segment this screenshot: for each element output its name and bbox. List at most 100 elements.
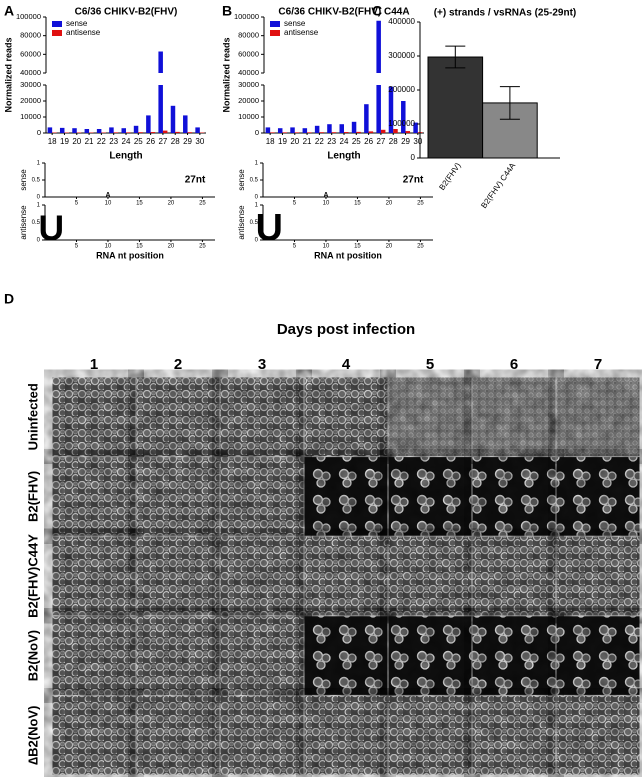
x-tick-label: 20 (168, 201, 175, 207)
panel-title: Days post infection (277, 321, 415, 338)
x-tick-label: 10 (105, 201, 112, 207)
y-tick-label: 100000 (388, 119, 415, 128)
x-tick-label: 20 (168, 244, 175, 250)
x-tick-label: 23 (109, 137, 118, 146)
bar (133, 125, 139, 133)
bar (72, 128, 77, 133)
y-tick-label: 0 (37, 238, 41, 244)
bar (195, 127, 200, 133)
bar (344, 132, 349, 133)
legend-swatch (52, 30, 62, 36)
panel-label: C (372, 3, 382, 19)
bar (380, 129, 386, 133)
micrograph-grain (388, 377, 472, 457)
micrograph-grain (136, 616, 220, 695)
y-tick-label: 60000 (238, 49, 259, 58)
bar (162, 130, 168, 133)
y-tick-label: 1 (255, 203, 259, 209)
micrograph-grain (304, 695, 388, 775)
x-tick-label: 19 (60, 137, 69, 146)
track-label: antisense (19, 205, 28, 240)
micrograph-grain (304, 377, 388, 457)
micrograph-grain (136, 457, 220, 536)
x-tick-label: B2(FHV) C44A (479, 161, 517, 210)
y-tick-label: 0.5 (32, 220, 41, 226)
bar (109, 127, 114, 133)
bar (126, 132, 131, 133)
x-tick-label: 28 (389, 137, 398, 146)
y-axis-label: Normalized reads (221, 37, 231, 112)
micrograph-grain (472, 457, 556, 536)
bar (138, 132, 143, 133)
bar (113, 132, 119, 133)
x-axis-label: RNA nt position (96, 250, 164, 260)
y-axis-label: Normalized reads (3, 37, 13, 112)
y-tick-label: 0.5 (250, 220, 259, 226)
x-tick-label: 15 (354, 244, 361, 250)
micrograph-grain (136, 695, 220, 775)
bar (388, 86, 394, 133)
bar (282, 132, 287, 133)
micrograph-grain (388, 695, 472, 775)
chart-title: C6/36 CHIKV-B2(FHV) (75, 7, 178, 18)
x-tick-label: 21 (303, 137, 312, 146)
x-tick-label: 5 (75, 201, 79, 207)
micrograph-grain (52, 695, 136, 775)
x-tick-label: 23 (327, 137, 336, 146)
y-tick-label: 0 (37, 128, 41, 137)
x-tick-label: 10 (323, 244, 330, 250)
x-tick-label: 15 (136, 244, 143, 250)
track-label: sense (19, 169, 28, 191)
y-tick-label: 60000 (20, 49, 41, 58)
panel-label: A (4, 3, 14, 19)
x-tick-label: 5 (293, 244, 297, 250)
logo-title: 27nt (403, 175, 424, 186)
bar (351, 121, 357, 133)
legend-swatch (270, 21, 280, 27)
micrograph-grain (304, 536, 388, 616)
bar (405, 131, 411, 133)
row-label: Uninfected (25, 383, 40, 450)
x-tick-label: 25 (134, 137, 143, 146)
x-tick-label: 28 (171, 137, 180, 146)
x-tick-label: 19 (278, 137, 287, 146)
logo-letter: U (38, 208, 64, 248)
track-label: sense (237, 169, 246, 191)
micrograph-grain (472, 536, 556, 616)
x-tick-label: 15 (354, 201, 361, 207)
micrograph-grain (220, 377, 304, 457)
y-tick-label: 20000 (20, 96, 41, 105)
micrograph-grain (304, 616, 388, 695)
y-tick-label: 20000 (238, 96, 259, 105)
y-tick-label: 40000 (20, 68, 41, 77)
x-tick-label: 24 (122, 137, 131, 146)
y-tick-label: 0 (37, 195, 41, 201)
micrograph-grain (220, 536, 304, 616)
bar (96, 129, 102, 133)
micrograph-grain (136, 536, 220, 616)
error-bar (499, 86, 520, 120)
x-tick-label: 20 (386, 244, 393, 250)
y-tick-label: 0 (255, 195, 259, 201)
column-label: 1 (90, 356, 98, 373)
error-bar (445, 45, 466, 69)
x-tick-label: 10 (323, 201, 330, 207)
x-tick-label: 15 (136, 201, 143, 207)
x-axis-label: RNA nt position (314, 250, 382, 260)
row-label: B2(FHV) (25, 471, 40, 522)
micrograph-grain (220, 616, 304, 695)
bar (84, 129, 90, 133)
y-tick-label: 0 (255, 238, 259, 244)
track-label: antisense (237, 205, 246, 240)
y-tick-label: 400000 (388, 17, 415, 26)
bar (319, 132, 324, 133)
bar (376, 20, 381, 133)
micrograph-grain (472, 616, 556, 695)
micrograph-grain (472, 377, 556, 457)
bar (270, 132, 275, 133)
x-tick-label: 24 (340, 137, 349, 146)
x-tick-label: 27 (376, 137, 385, 146)
micrograph-grain (388, 457, 472, 536)
micrograph-grain (556, 695, 640, 775)
micrograph-grain (52, 536, 136, 616)
